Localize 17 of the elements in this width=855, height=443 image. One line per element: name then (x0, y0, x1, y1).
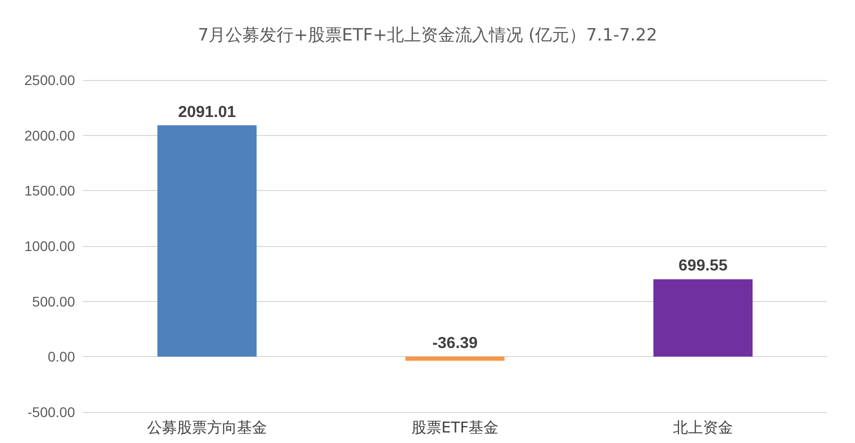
y-tick-label: -500.00 (28, 404, 76, 420)
bar (653, 279, 753, 357)
chart-title: 7月公募发行+股票ETF+北上资金流入情况 (亿元）7.1-7.22 (198, 26, 658, 46)
y-tick-label: 2000.00 (24, 127, 76, 144)
data-label: -36.39 (432, 335, 478, 352)
y-tick-label: 1500.00 (24, 182, 76, 199)
y-tick-label: 1000.00 (24, 238, 76, 254)
y-tick-label: 2500.00 (24, 72, 76, 88)
y-tick-label: 500.00 (32, 293, 76, 310)
bar (157, 125, 257, 357)
bar (405, 356, 505, 361)
data-label: 699.55 (678, 258, 728, 275)
x-tick-label: 公募股票方向基金 (147, 418, 267, 436)
x-tick-label: 北上资金 (673, 418, 733, 436)
x-tick-label: 股票ETF基金 (411, 418, 499, 436)
data-label: 2091.01 (178, 104, 236, 121)
y-tick-label: 0.00 (48, 348, 76, 365)
